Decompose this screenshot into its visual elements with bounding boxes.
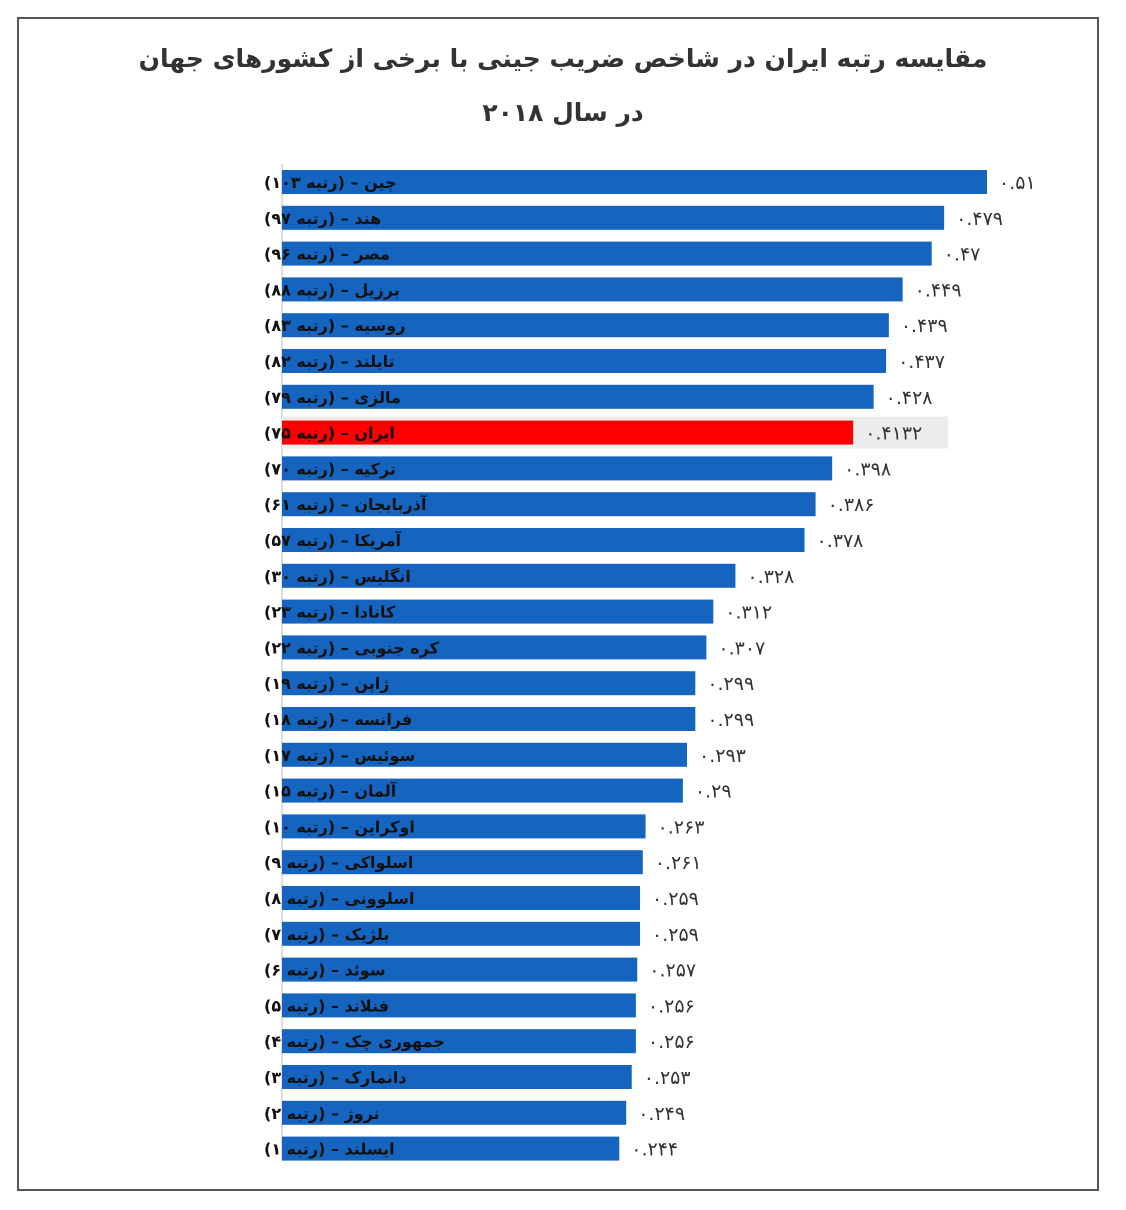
data-label: ۰.۴۱۳۲ xyxy=(865,423,922,445)
category-label: ایسلند – (رتبه ۱) xyxy=(264,1140,395,1159)
bar xyxy=(282,1029,636,1054)
category-label: مصر – (رتبه ۹۶) xyxy=(264,245,390,264)
data-label: ۰.۲۴۴ xyxy=(631,1139,678,1161)
category-label: کانادا – (رتبه ۲۳) xyxy=(264,603,396,622)
data-label: ۰.۲۶۳ xyxy=(658,816,705,838)
category-label: فنلاند – (رتبه ۵) xyxy=(264,996,389,1015)
bar xyxy=(282,384,874,409)
category-label: تایلند – (رتبه ۸۲) xyxy=(264,352,395,371)
data-label: ۰.۳۸۶ xyxy=(828,494,875,516)
bar xyxy=(282,205,945,230)
bar xyxy=(282,420,854,445)
bar xyxy=(282,599,714,624)
category-label: اوکراین – (رتبه ۱۰) xyxy=(264,817,415,836)
data-label: ۰.۳۰۷ xyxy=(718,637,765,659)
category-label: دانمارک – (رتبه ۳) xyxy=(264,1068,407,1087)
data-label: ۰.۴۴۹ xyxy=(915,279,962,301)
category-label: آذربایجان – (رتبه ۶۱) xyxy=(264,494,427,514)
bar xyxy=(282,778,683,803)
bar xyxy=(282,563,736,588)
category-label: مالزی – (رتبه ۷۹) xyxy=(264,388,401,407)
bar xyxy=(282,241,932,266)
chart-subtitle: در سال ۲۰۱۸ xyxy=(482,98,644,127)
category-label: انگلیس – (رتبه ۳۰) xyxy=(264,567,411,586)
bar xyxy=(282,957,638,982)
bar xyxy=(282,1100,627,1125)
bar xyxy=(282,921,641,946)
bar xyxy=(282,1136,620,1161)
category-label: ژاپن – (رتبه ۱۹) xyxy=(264,674,389,694)
bar xyxy=(282,313,889,338)
bar xyxy=(282,993,636,1018)
category-label: جمهوری چک – (رتبه ۴) xyxy=(264,1032,445,1052)
bar xyxy=(282,850,643,875)
bar xyxy=(282,528,805,552)
data-label: ۰.۵۱ xyxy=(999,172,1036,194)
category-label: هند – (رتبه ۹۷) xyxy=(264,209,381,228)
category-label: بلژیک – (رتبه ۷) xyxy=(264,925,389,944)
category-label: اسلواکی – (رتبه ۹) xyxy=(264,853,413,872)
data-label: ۰.۴۷ xyxy=(944,244,981,266)
bar xyxy=(282,814,646,839)
data-label: ۰.۴۷۹ xyxy=(956,208,1003,230)
category-label: نروژ – (رتبه ۲) xyxy=(264,1104,380,1123)
data-label: ۰.۲۴۹ xyxy=(638,1103,685,1125)
chart-title: مقایسه رتبه ایران در شاخص ضریب جینی با ب… xyxy=(138,44,988,73)
category-label: فرانسه – (رتبه ۱۸) xyxy=(264,710,412,729)
data-label: ۰.۲۹۳ xyxy=(699,745,746,767)
bar xyxy=(282,349,887,373)
category-label: برزیل – (رتبه ۸۸) xyxy=(264,280,400,299)
category-label: کره جنوبی – (رتبه ۲۲) xyxy=(264,638,440,657)
category-label: آمریکا – (رتبه ۵۷) xyxy=(264,530,402,550)
category-label: اسلوونی – (رتبه ۸) xyxy=(264,889,414,908)
bar xyxy=(282,277,903,302)
category-label: سوئد – (رتبه ۶) xyxy=(264,961,386,980)
category-label: ترکیه – (رتبه ۷۰) xyxy=(264,459,396,478)
category-label: آلمان – (رتبه ۱۵) xyxy=(264,781,397,801)
bar xyxy=(282,742,688,767)
category-label: روسیه – (رتبه ۸۳) xyxy=(264,316,405,335)
category-label: ایران – (رتبه ۷۵) xyxy=(264,424,395,443)
data-label: ۰.۳۲۸ xyxy=(747,566,794,588)
data-label: ۰.۳۱۲ xyxy=(725,602,772,624)
category-label: چین – (رتبه ۱۰۳) xyxy=(264,173,397,193)
bar xyxy=(282,707,696,731)
data-label: ۰.۳۹۸ xyxy=(844,458,891,480)
category-label: سوئیس – (رتبه ۱۷) xyxy=(264,746,415,765)
data-label: ۰.۲۶۱ xyxy=(655,852,702,874)
bar xyxy=(282,635,707,660)
data-label: ۰.۲۵۹ xyxy=(652,924,699,946)
bar xyxy=(282,886,641,910)
data-label: ۰.۲۹۹ xyxy=(707,709,754,731)
bar xyxy=(282,170,987,194)
data-label: ۰.۳۷۸ xyxy=(817,530,864,552)
data-label: ۰.۲۵۷ xyxy=(649,960,696,982)
data-label: ۰.۲۹ xyxy=(695,781,732,803)
data-label: ۰.۲۵۶ xyxy=(648,995,695,1017)
data-label: ۰.۲۵۳ xyxy=(644,1067,691,1089)
bar xyxy=(282,671,696,696)
data-label: ۰.۲۵۹ xyxy=(652,888,699,910)
data-label: ۰.۴۳۷ xyxy=(898,351,945,373)
bar xyxy=(282,456,833,481)
data-label: ۰.۴۳۹ xyxy=(901,315,948,337)
data-label: ۰.۴۲۸ xyxy=(886,387,933,409)
data-label: ۰.۲۹۹ xyxy=(707,673,754,695)
bar xyxy=(282,492,816,517)
data-label: ۰.۲۵۶ xyxy=(648,1031,695,1053)
bar xyxy=(282,1065,632,1089)
